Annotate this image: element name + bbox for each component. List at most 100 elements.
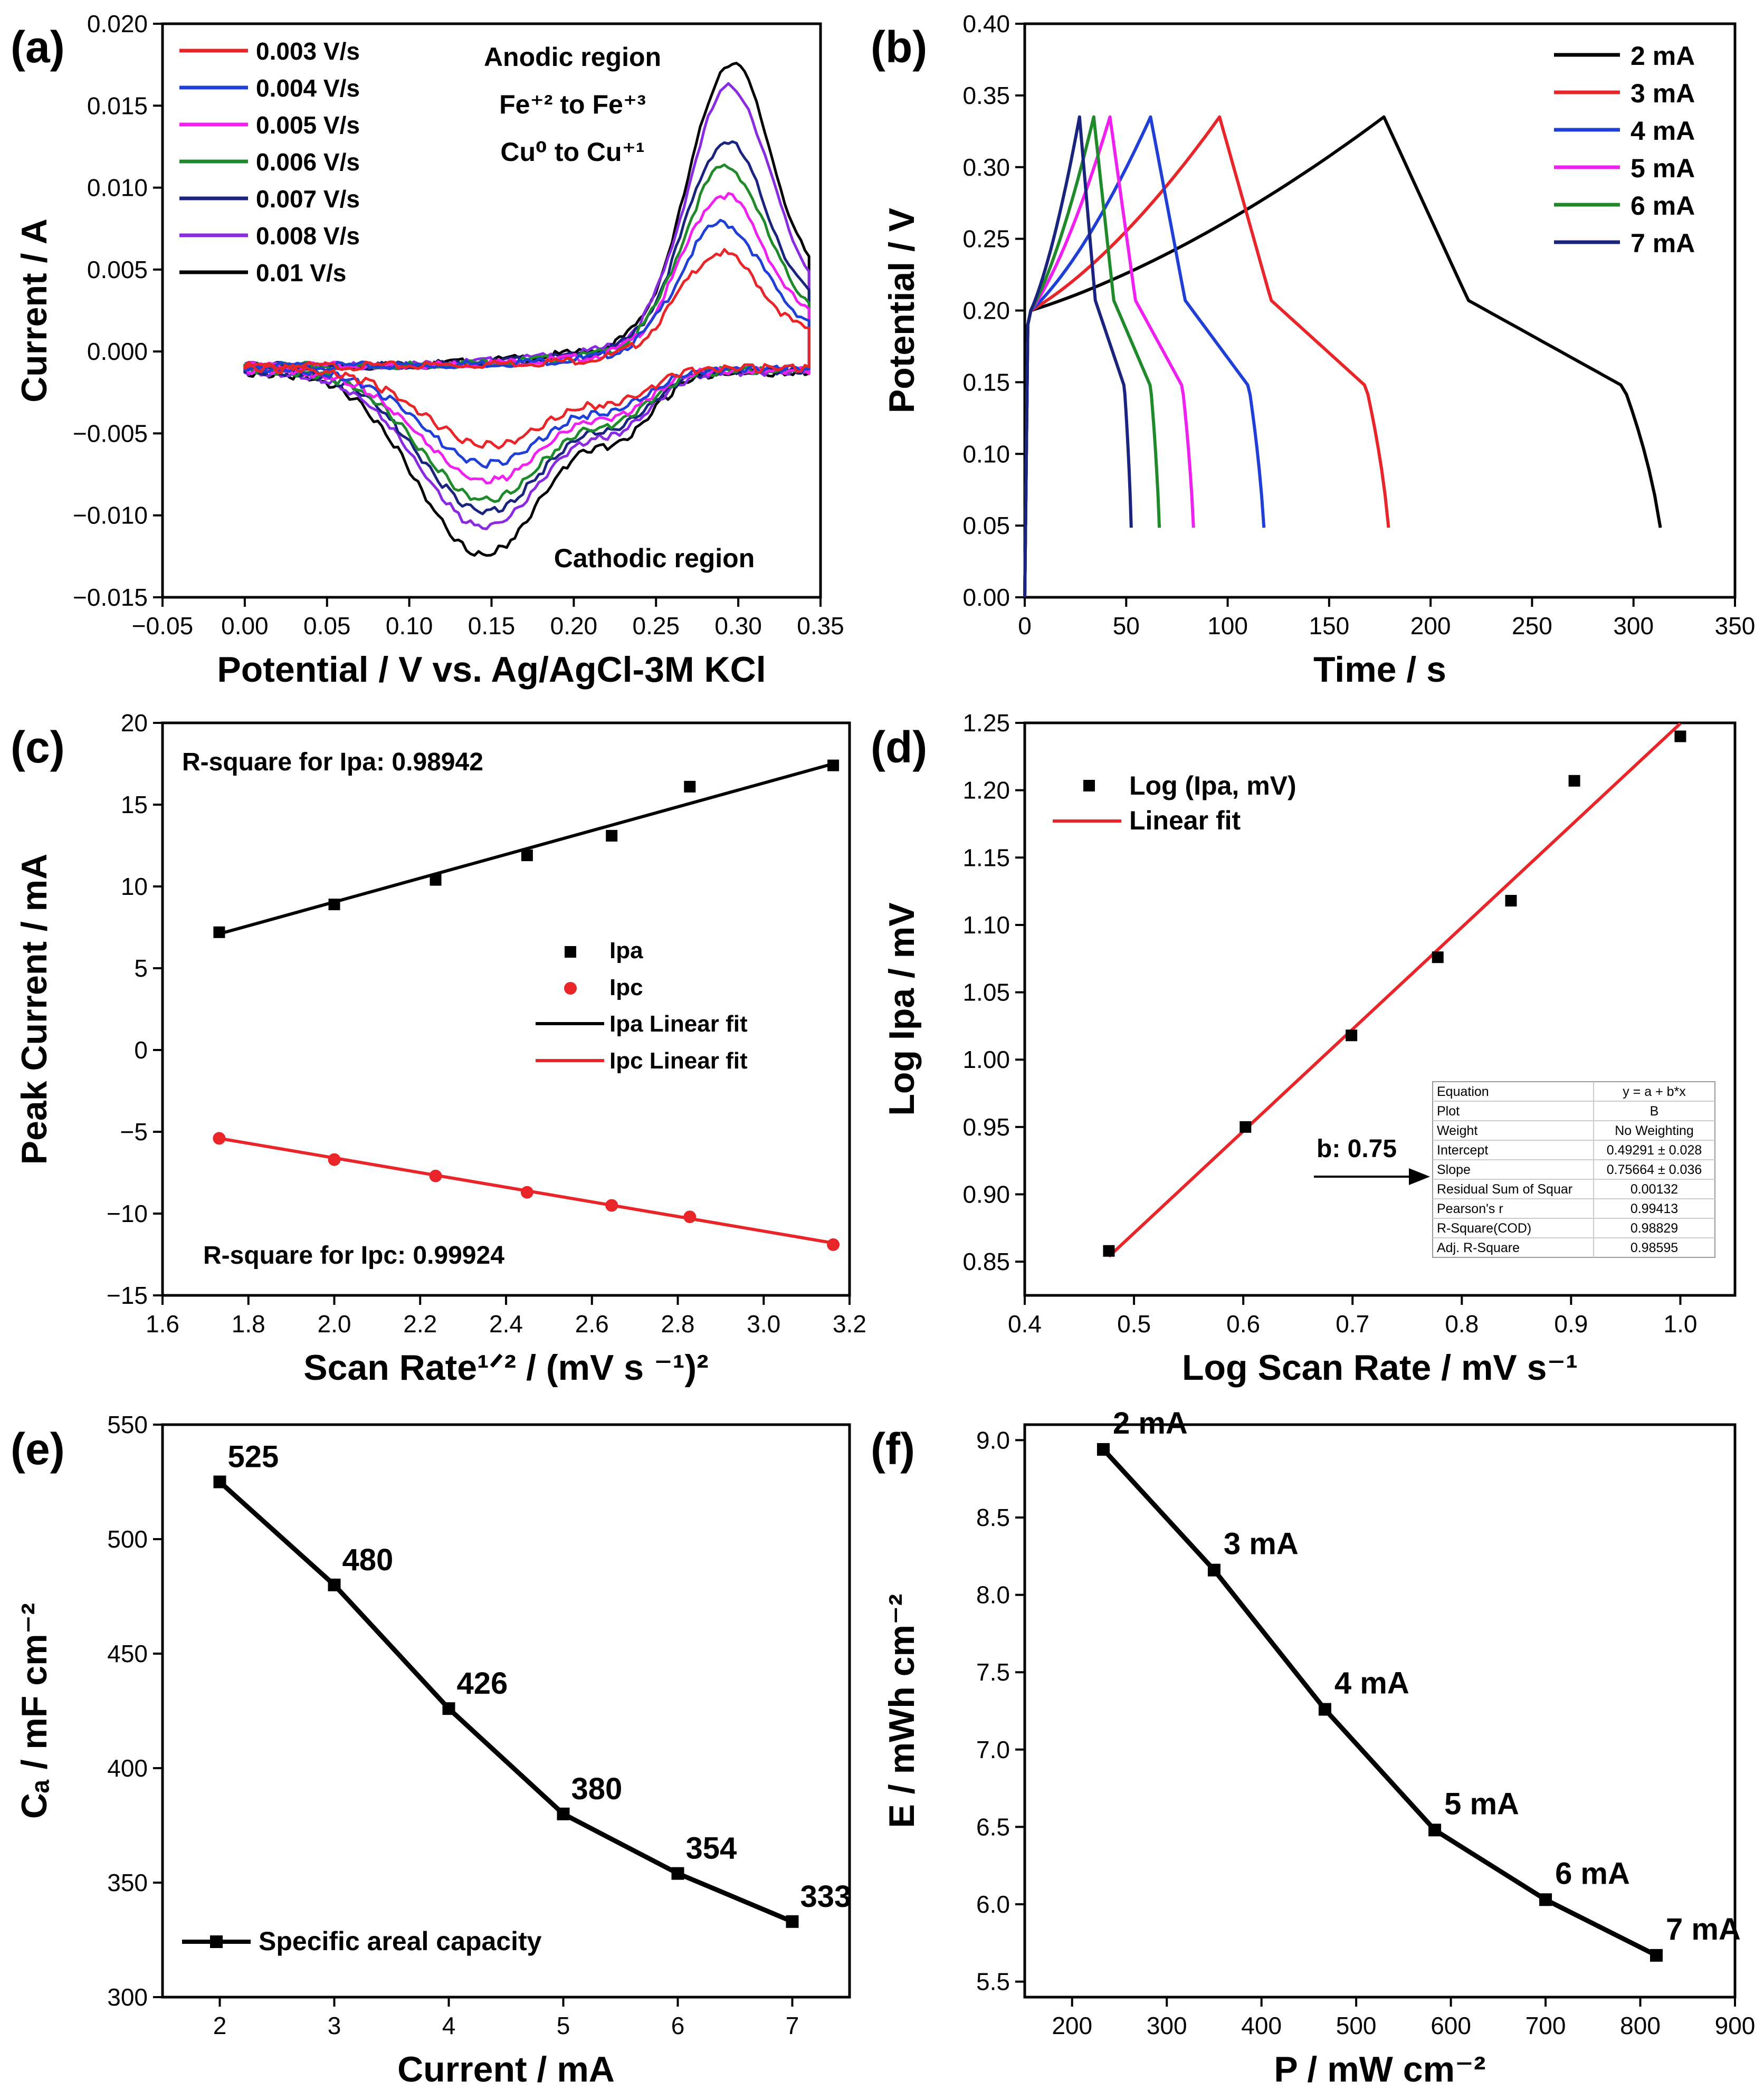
x-tick-label: 2.8 [661, 1310, 695, 1338]
legend-marker [210, 1935, 223, 1948]
y-tick-label: 0.015 [87, 92, 148, 119]
panel-d: 0.4 0.5 0.6 0.7 0.8 0.9 1.0 0.85 0.90 0.95 1.00 1.0… [871, 709, 1737, 1388]
legend-label: 5 mA [1630, 154, 1695, 183]
y-tick-label: 0.05 [962, 512, 1010, 539]
x-axis-label: Potential / V vs. Ag/AgCl-3M KCl [217, 650, 766, 690]
fit-line [1108, 722, 1682, 1258]
plot-frame [1023, 1423, 1737, 1999]
y-tick-label: 0.25 [962, 225, 1010, 253]
data-label: 7 mA [1666, 1912, 1741, 1946]
data-label: 333 [800, 1879, 852, 1914]
gcd-curve [1023, 115, 1266, 598]
y-tick-label: 9.0 [976, 1426, 1010, 1454]
data-point [605, 1199, 618, 1212]
fit-line [218, 762, 834, 936]
y-axis-label: Cₐ / mF cm⁻² [14, 1603, 54, 1819]
x-tick-label: 0.20 [550, 612, 598, 640]
y-axis-label: Potential / V [882, 208, 922, 413]
y-tick-label: 1.25 [962, 709, 1010, 737]
data-label: 3 mA [1224, 1527, 1299, 1561]
y-tick-label: 0.15 [962, 368, 1010, 396]
data-label: 2 mA [1113, 1406, 1188, 1440]
legend-label: 0.003 V/s [256, 37, 360, 65]
y-axis-label: Log Ipa / mV [882, 902, 922, 1115]
y-tick-label: 450 [107, 1640, 148, 1667]
x-tick-label: 0.35 [797, 612, 844, 640]
x-tick-label: 1.8 [232, 1310, 265, 1338]
x-tick-label: 1.6 [146, 1310, 179, 1338]
legend-label: Specific areal capacity [259, 1926, 542, 1956]
plot-frame [161, 1423, 851, 1999]
x-tick-label: 350 [1715, 612, 1756, 640]
data-point [328, 1578, 341, 1591]
gcd-curve [1023, 115, 1161, 598]
legend-label: Ipc [609, 975, 643, 1000]
y-tick-label: 6.5 [976, 1813, 1010, 1840]
x-axis-label: Current / mA [397, 2049, 615, 2089]
y-tick-label: 350 [107, 1869, 148, 1896]
data-point [1428, 1824, 1442, 1837]
table-cell: 0.98595 [1630, 1240, 1678, 1255]
panel-label: (b) [871, 22, 927, 72]
x-tick-label: 150 [1309, 612, 1349, 640]
data-point [213, 1475, 226, 1488]
data-point [1650, 1949, 1663, 1962]
y-tick-label: 0.10 [962, 440, 1010, 467]
data-label: 426 [457, 1666, 508, 1701]
annotation: Cathodic region [554, 543, 755, 573]
x-tick-label: 700 [1525, 2012, 1566, 2039]
table-cell: 0.98829 [1630, 1221, 1678, 1236]
y-tick-label: 0.000 [87, 338, 148, 365]
table-cell: B [1650, 1104, 1659, 1119]
data-point [429, 1169, 442, 1182]
x-tick-label: 3.2 [833, 1310, 866, 1338]
x-axis-label: Log Scan Rate / mV s⁻¹ [1182, 1348, 1578, 1388]
fit-table [1432, 1081, 1715, 1258]
x-tick-label: 2.6 [575, 1310, 609, 1338]
x-axis-label: Time / s [1313, 650, 1446, 690]
table-cell: 0.75664 ± 0.036 [1607, 1162, 1702, 1177]
y-tick-label: −0.015 [73, 584, 148, 611]
legend-label: 0.01 V/s [256, 259, 346, 287]
data-point [671, 1867, 684, 1880]
y-tick-label: −5 [120, 1118, 148, 1146]
x-tick-label: 0.05 [303, 612, 351, 640]
y-tick-label: 0.20 [962, 297, 1010, 325]
data-point [683, 1210, 697, 1224]
y-axis-label: Current / A [14, 218, 54, 403]
data-point [827, 1238, 840, 1251]
table-cell: Adj. R-Square [1437, 1240, 1520, 1255]
x-tick-label: 300 [1613, 612, 1654, 640]
panel-label: (d) [871, 722, 927, 772]
y-tick-label: 8.0 [976, 1581, 1010, 1609]
data-point [684, 780, 696, 793]
y-tick-label: 0.95 [962, 1113, 1010, 1141]
x-tick-label: 0.00 [221, 612, 269, 640]
data-point [1103, 1245, 1115, 1257]
cv-curve [243, 218, 811, 469]
x-tick-label: 50 [1113, 612, 1140, 640]
x-tick-label: 600 [1431, 2012, 1471, 2039]
panel-b: 0 50 100 150 200 250 300 350 0.00 0.05 0.10 0.15 0.2… [871, 10, 1755, 690]
y-tick-label: 1.15 [962, 844, 1010, 871]
data-point [213, 926, 225, 938]
y-tick-label: 7.5 [976, 1658, 1010, 1686]
legend-label: 2 mA [1630, 41, 1695, 71]
x-tick-label: 0.25 [632, 612, 680, 640]
y-tick-label: 7.0 [976, 1736, 1010, 1763]
x-tick-label: 3.0 [747, 1310, 780, 1338]
data-point [1318, 1703, 1331, 1716]
y-tick-label: 10 [121, 873, 148, 900]
y-tick-label: −0.010 [73, 502, 148, 529]
table-cell: Equation [1437, 1084, 1489, 1099]
data-point [521, 850, 533, 862]
x-tick-label: 100 [1207, 612, 1248, 640]
y-tick-label: 20 [121, 709, 148, 737]
y-tick-label: 6.0 [976, 1891, 1010, 1918]
gcd-curve [1023, 115, 1662, 598]
x-tick-label: 0.8 [1445, 1310, 1479, 1338]
y-tick-label: 0.85 [962, 1248, 1010, 1275]
x-tick-label: 5 [557, 2012, 570, 2039]
data-point [606, 829, 618, 842]
